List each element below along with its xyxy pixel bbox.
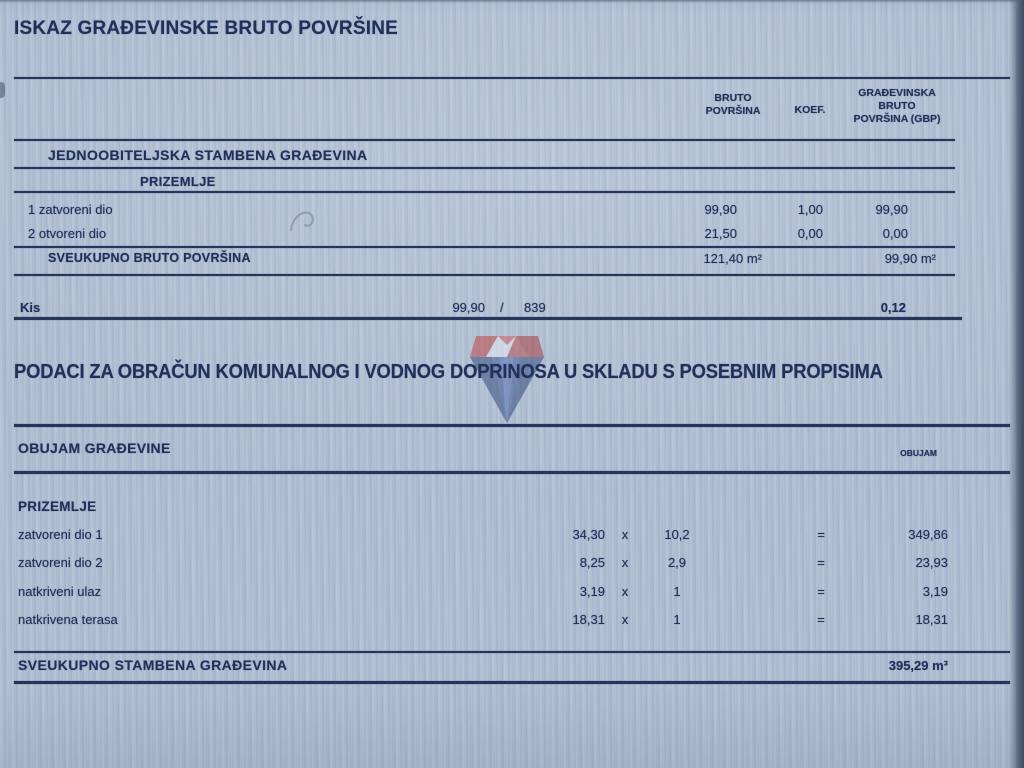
volume-eq: = [817,527,825,542]
group-row-label: JEDNOOBITELJSKA STAMBENA GRAĐEVINA [48,147,368,163]
obujam-header-label: OBUJAM GRAĐEVINE [18,440,171,456]
volume-result: 3,19 [922,584,948,599]
grand-total-label: SVEUKUPNO STAMBENA GRAĐEVINA [18,657,288,673]
col-header-line: POVRŠINA [705,105,761,117]
cell-bruto: 21,50 [704,226,737,241]
col-header-line: POVRŠINA (GBP) [853,113,941,125]
volume-eq: = [817,612,825,627]
col-header-line: BRUTO [878,100,916,112]
col-header-bruto-povrsina: BRUTO POVRŠINA [693,92,773,118]
volume-b: 10,2 [664,527,690,542]
volume-result: 23,93 [915,555,948,570]
divider-line [14,274,955,276]
cell-koef: 0,00 [797,226,823,241]
kis-label: Kis [20,300,41,315]
volume-eq: = [817,555,825,570]
volume-op: x [621,555,629,570]
col-header-line: BRUTO [714,92,752,104]
cell-gbp: 0,00 [882,226,908,241]
divider-line [14,246,955,248]
volume-b: 1 [673,584,681,599]
diamond-watermark [470,336,544,423]
volume-row-label: zatvoreni dio 1 [18,527,103,542]
photo-edge-mark [0,82,5,98]
volume-result: 349,86 [908,527,948,542]
kis-slash: / [500,300,504,315]
col-header-koef: KOEF. [794,104,826,116]
cell-bruto: 99,90 [704,202,737,217]
divider-line [14,191,955,193]
volume-result: 18,31 [915,612,948,627]
total-row-label: SVEUKUPNO BRUTO POVRŠINA [48,251,251,265]
divider-line [14,471,1010,474]
col-header-line: GRAĐEVINSKA [858,87,936,99]
divider-line [14,317,962,320]
table-row-label: 2 otvoreni dio [28,226,107,241]
obujam-column-header: OBUJAM [900,448,937,458]
photo-top-edge [0,0,1024,3]
col-header-gbp: GRAĐEVINSKA BRUTO POVRŠINA (GBP) [843,87,951,126]
volume-a: 34,30 [572,527,605,542]
table-row-label: 1 zatvoreni dio [28,202,113,217]
volume-row-label: natkrivena terasa [18,612,118,627]
section-title: PODACI ZA OBRAČUN KOMUNALNOG I VODNOG DO… [14,361,883,383]
floor-row-label: PRIZEMLJE [18,499,97,514]
page-title: ISKAZ GRAĐEVINSKE BRUTO POVRŠINE [14,18,398,39]
volume-op: x [621,612,629,627]
floor-row-label: PRIZEMLJE [140,174,216,189]
photo-right-edge [1008,0,1024,768]
cell-gbp: 99,90 [875,202,908,217]
kis-value: 99,90 [452,300,485,315]
divider-line [14,167,955,169]
divider-line [14,651,1010,653]
divider-line [14,424,1010,427]
divider-line [14,139,955,141]
divider-line [14,77,1010,79]
total-bruto: 121,40 m² [703,251,762,266]
total-gbp: 99,90 m² [884,251,936,266]
cell-koef: 1,00 [797,202,823,217]
volume-a: 8,25 [579,555,605,570]
volume-eq: = [817,584,825,599]
volume-b: 2,9 [667,555,687,570]
volume-a: 3,19 [579,584,605,599]
volume-a: 18,31 [572,612,605,627]
kis-result: 0,12 [880,300,906,315]
volume-op: x [621,584,629,599]
volume-op: x [621,527,629,542]
grand-total-value: 395,29 m³ [888,658,948,673]
volume-row-label: natkriveni ulaz [18,584,102,599]
volume-row-label: zatvoreni dio 2 [18,555,103,570]
scribble-mark [289,211,314,232]
kis-divisor: 839 [524,300,546,315]
volume-b: 1 [673,612,681,627]
divider-line [14,681,1010,684]
